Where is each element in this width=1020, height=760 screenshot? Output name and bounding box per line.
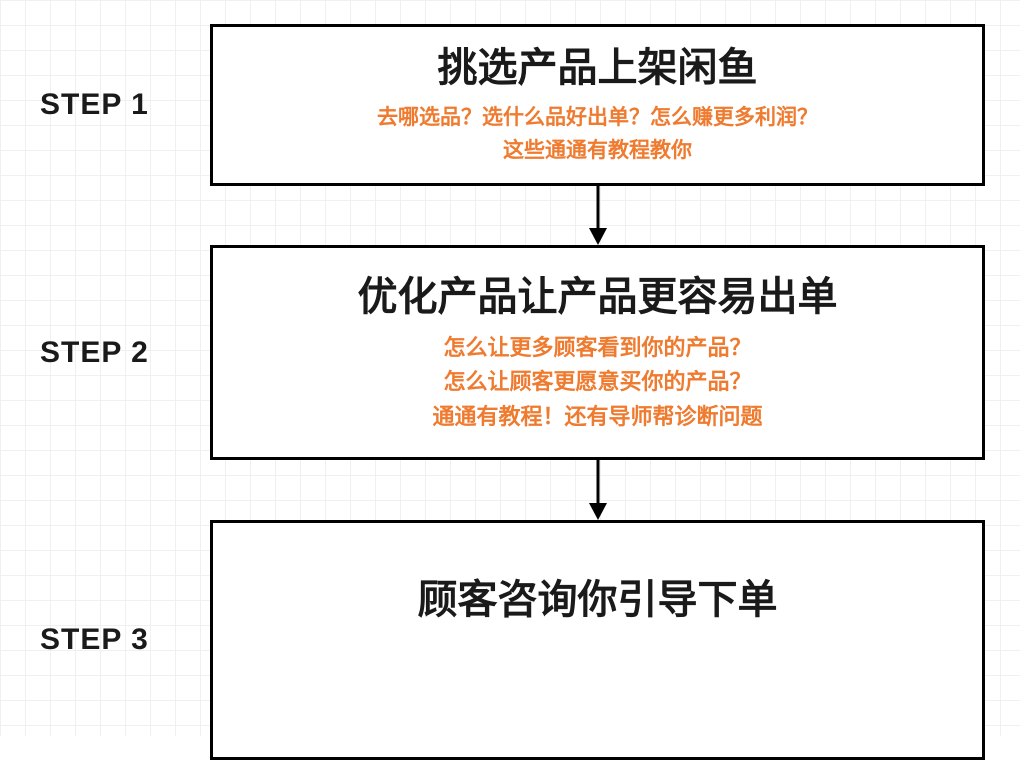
step-box-3: 顾客咨询你引导下单 [210,520,985,760]
step-title-2: 优化产品让产品更容易出单 [358,271,838,323]
step-row-3: STEP 3 顾客咨询你引导下单 [0,520,1020,760]
step-subtitle-2: 怎么让更多顾客看到你的产品？ 怎么让顾客更愿意买你的产品？ 通通有教程！还有导师… [432,331,762,433]
step-title-3: 顾客咨询你引导下单 [418,574,778,626]
step-box-1: 挑选产品上架闲鱼 去哪选品？选什么品好出单？怎么赚更多利润？ 这些通通有教程教你 [210,24,985,186]
step-label-2: STEP 2 [0,336,210,370]
flowchart-container: STEP 1 挑选产品上架闲鱼 去哪选品？选什么品好出单？怎么赚更多利润？ 这些… [0,0,1020,736]
arrow-2 [583,460,613,520]
arrow-1 [583,186,613,245]
step-row-2: STEP 2 优化产品让产品更容易出单 怎么让更多顾客看到你的产品？ 怎么让顾客… [0,245,1020,460]
step-subtitle-1: 去哪选品？选什么品好出单？怎么赚更多利润？ 这些通通有教程教你 [377,102,818,167]
step-box-2: 优化产品让产品更容易出单 怎么让更多顾客看到你的产品？ 怎么让顾客更愿意买你的产… [210,245,985,460]
step-label-3: STEP 3 [0,623,210,657]
step-row-1: STEP 1 挑选产品上架闲鱼 去哪选品？选什么品好出单？怎么赚更多利润？ 这些… [0,24,1020,186]
step-label-1: STEP 1 [0,88,210,122]
step-title-1: 挑选产品上架闲鱼 [438,42,758,94]
